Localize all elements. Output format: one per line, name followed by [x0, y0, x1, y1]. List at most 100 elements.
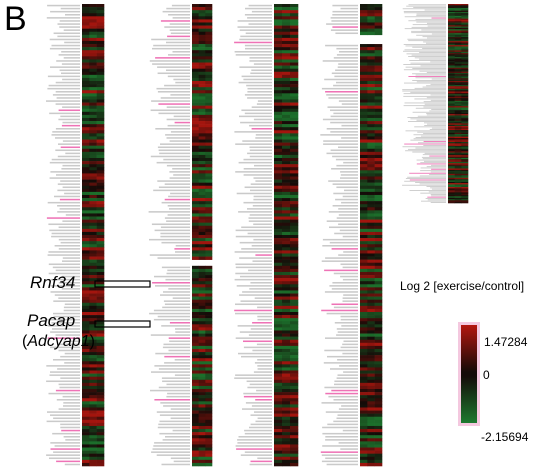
heatmap-cell — [360, 50, 368, 54]
heatmap-cell — [448, 173, 455, 176]
gene-label-mark — [238, 211, 272, 213]
heatmap-cell — [205, 324, 213, 328]
heatmap-cell — [274, 164, 283, 168]
heatmap-cell — [454, 55, 462, 58]
heatmap-cell — [192, 219, 199, 223]
heatmap-cell — [82, 50, 90, 54]
heatmap-cell — [461, 115, 469, 118]
heatmap-cell — [205, 416, 213, 421]
heatmap-cell — [89, 321, 97, 325]
heatmap-cell — [374, 16, 383, 20]
heatmap-cell — [96, 77, 105, 82]
gene-label-mark — [46, 100, 80, 102]
heatmap-cell — [461, 155, 469, 157]
gene-label-mark — [168, 54, 190, 56]
heatmap-cell — [360, 90, 368, 94]
heatmap-cell — [461, 53, 469, 55]
heatmap-cell — [192, 333, 199, 337]
gene-label-mark — [235, 263, 272, 266]
heatmap-cell — [448, 87, 455, 90]
heatmap-cell — [205, 293, 213, 297]
heatmap-cell — [205, 348, 213, 353]
heatmap-cell — [274, 271, 283, 276]
heatmap-cell — [89, 330, 97, 334]
heatmap-cell — [205, 173, 213, 177]
heatmap-cell — [274, 40, 283, 45]
heatmap-cell — [274, 453, 283, 458]
gene-label-mark — [424, 9, 446, 11]
heatmap-cell — [461, 30, 469, 33]
heatmap-cell — [96, 59, 105, 63]
heatmap-cell — [96, 438, 105, 442]
heatmap-cell — [367, 259, 375, 264]
gene-label-mark — [327, 355, 358, 358]
gene-label-mark — [333, 84, 358, 87]
gene-label-mark — [161, 325, 190, 327]
heatmap-cell — [461, 128, 469, 131]
heatmap-cell — [274, 425, 283, 430]
heatmap-cell — [367, 4, 375, 8]
heatmap-cell — [89, 268, 97, 273]
heatmap-cell — [290, 161, 299, 165]
heatmap-cell — [461, 110, 469, 112]
heatmap-cell — [89, 216, 97, 220]
heatmap-cell — [82, 398, 90, 402]
gene-label-mark — [409, 179, 446, 181]
gene-label-mark — [235, 303, 272, 306]
heatmap-cell — [274, 358, 283, 362]
heatmap-cell — [360, 256, 368, 260]
heatmap-cell — [454, 96, 462, 99]
heatmap-cell — [89, 250, 97, 254]
heatmap-cell — [454, 15, 462, 18]
heatmap-cell — [290, 321, 299, 325]
gene-label-mark — [54, 195, 80, 198]
heatmap-cell — [282, 154, 291, 159]
heatmap-cell — [96, 207, 105, 211]
heatmap-cell — [461, 193, 469, 196]
heatmap-cell — [454, 70, 462, 72]
gene-label-mark — [325, 257, 358, 259]
heatmap-cell — [89, 191, 97, 196]
heatmap-cell — [282, 158, 291, 162]
heatmap-cell — [274, 296, 283, 300]
heatmap-cell — [360, 148, 368, 153]
heatmap-cell — [360, 259, 368, 264]
heatmap-cell — [274, 336, 283, 341]
heatmap-cell — [360, 419, 368, 424]
gene-label-mark — [411, 54, 446, 56]
gene-label-mark — [402, 8, 446, 10]
heatmap-cell — [282, 19, 291, 23]
gene-label-mark — [165, 278, 190, 281]
heatmap-cell — [461, 78, 469, 80]
gene-label-mark — [338, 223, 358, 226]
heatmap-cell — [367, 201, 375, 205]
heatmap-cell — [290, 271, 299, 276]
heatmap-cell — [290, 65, 299, 69]
gene-label-mark — [249, 155, 272, 158]
heatmap-cell — [96, 355, 105, 359]
heatmap-cell — [360, 370, 368, 374]
heatmap-cell — [89, 327, 97, 331]
heatmap-cell — [290, 99, 299, 103]
heatmap-cell — [205, 10, 213, 14]
heatmap-cell — [198, 256, 206, 260]
gene-label-mark — [250, 423, 272, 426]
gene-label-mark — [249, 146, 272, 149]
heatmap-cell — [96, 161, 105, 165]
heatmap-cell — [461, 9, 469, 11]
heatmap-cell — [205, 342, 213, 347]
gene-label-mark — [414, 126, 446, 128]
heatmap-cell — [461, 184, 469, 187]
heatmap-cell — [274, 389, 283, 393]
heatmap-cell — [282, 84, 291, 88]
heatmap-cell — [192, 342, 199, 347]
heatmap-cell — [205, 330, 213, 334]
heatmap-cell — [205, 327, 213, 331]
heatmap-cell — [448, 34, 455, 37]
heatmap-cell — [454, 58, 462, 61]
heatmap-cell — [360, 462, 368, 467]
heatmap-cell — [374, 25, 383, 29]
heatmap-cell — [205, 219, 213, 223]
heatmap-cell — [367, 253, 375, 257]
gene-label-mark — [168, 337, 190, 339]
